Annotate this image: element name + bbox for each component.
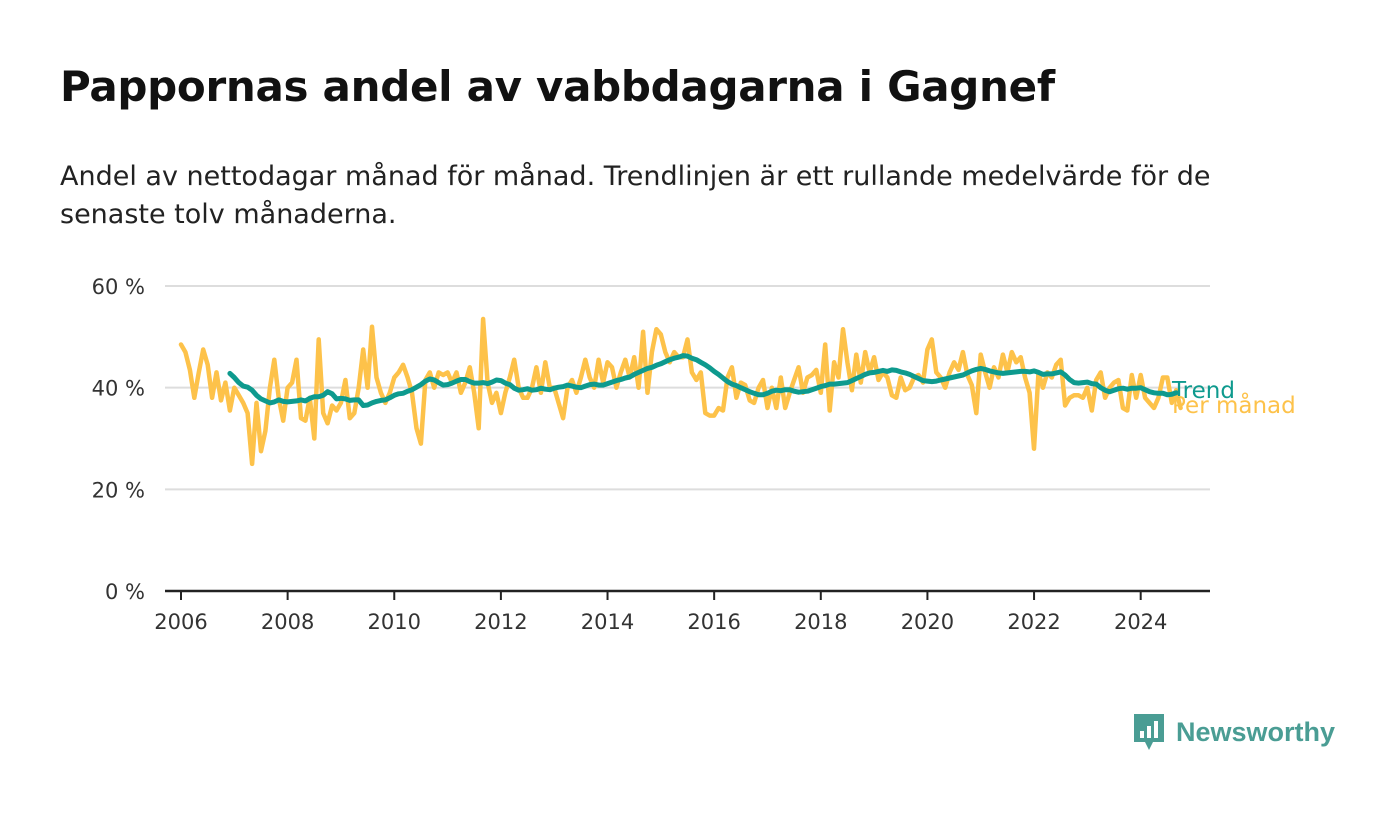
newsworthy-logo-icon	[1134, 714, 1164, 750]
series-lines	[178, 316, 1183, 467]
series-line-trend	[227, 353, 1179, 408]
y-tick-label: 60 %	[92, 275, 145, 299]
x-tick-label: 2006	[154, 610, 207, 634]
x-tick-label: 2022	[1007, 610, 1060, 634]
x-tick-label: 2018	[794, 610, 847, 634]
x-tick-label: 2024	[1114, 610, 1167, 634]
chart-title: Pappornas andel av vabbdagarna i Gagnef	[60, 62, 1055, 111]
x-tick-label: 2016	[687, 610, 740, 634]
x-tick-label: 2014	[581, 610, 634, 634]
y-axis-tick-labels: 0 % 20 % 40 % 60 %	[92, 275, 145, 604]
x-tick-label: 2012	[474, 610, 527, 634]
x-tick-label: 2010	[368, 610, 421, 634]
y-tick-label: 40 %	[92, 377, 145, 401]
series-label-per-m-nad: Per månad	[1172, 391, 1296, 419]
y-tick-label: 0 %	[105, 580, 145, 604]
series-label-trend: Trend	[1171, 378, 1235, 404]
x-axis: 2006 2008 2010 2012 2014 2016 2018 2020 2022 2024	[154, 589, 1210, 634]
brand-logo: Newsworthy	[1132, 712, 1335, 752]
x-tick-label: 2008	[261, 610, 314, 634]
chart-subtitle: Andel av nettodagar månad för månad. Tre…	[60, 161, 1211, 230]
y-tick-label: 20 %	[92, 478, 145, 502]
x-tick-label: 2020	[901, 610, 954, 634]
brand-name: Newsworthy	[1176, 716, 1336, 747]
